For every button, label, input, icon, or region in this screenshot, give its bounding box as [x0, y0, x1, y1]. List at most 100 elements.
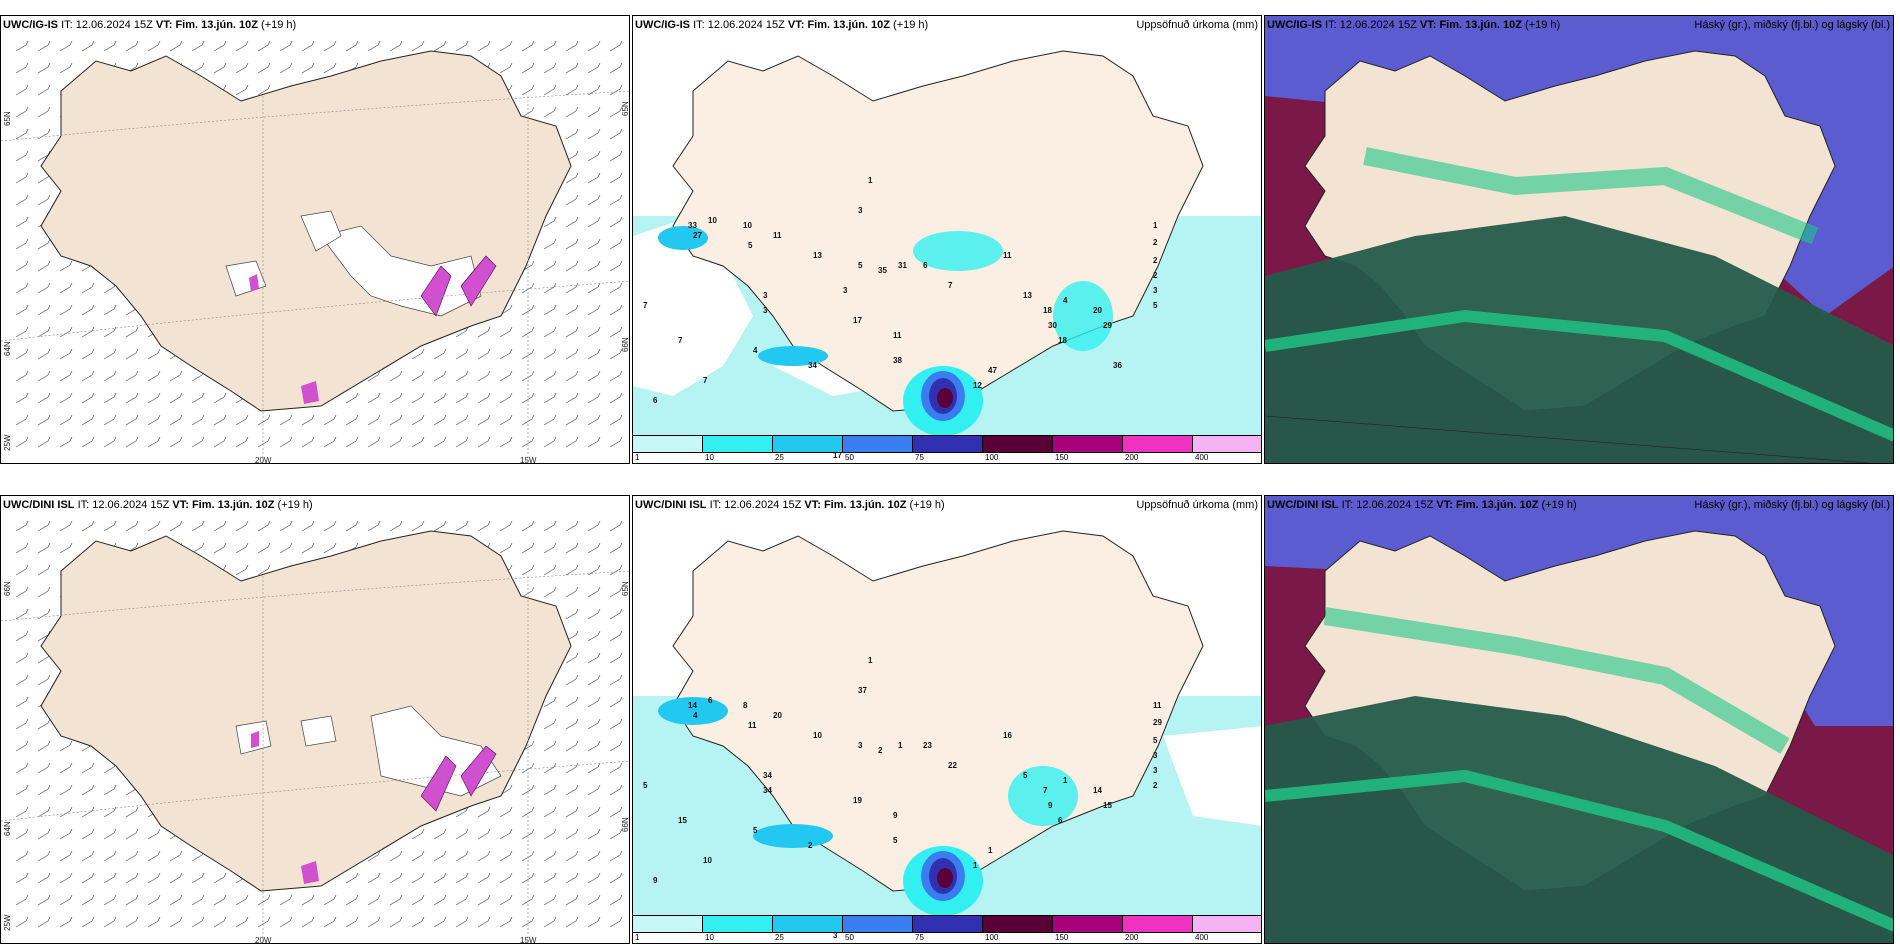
- wind-barb: [15, 696, 29, 708]
- precip-value: 20: [773, 711, 782, 720]
- wind-barb: [521, 392, 535, 404]
- wind-barb: [609, 806, 623, 818]
- wind-barb: [389, 40, 403, 52]
- precip-value: 8: [743, 701, 748, 710]
- wind-barb: [389, 436, 403, 448]
- precip-value: 47: [988, 366, 997, 375]
- wind-barb: [565, 762, 579, 774]
- precip-value: 11: [1153, 701, 1162, 710]
- wind-barb: [477, 348, 491, 360]
- precip-value: 15: [678, 816, 687, 825]
- wind-barb: [323, 436, 337, 448]
- precip-value: 1: [1063, 776, 1068, 785]
- wind-barb: [543, 586, 557, 598]
- wind-barb: [37, 106, 51, 118]
- wind-barb: [147, 872, 161, 884]
- wind-barb: [37, 84, 51, 96]
- wind-barb: [147, 916, 161, 928]
- precip-value: 2: [1153, 256, 1158, 265]
- lat-label: 66N: [3, 581, 12, 596]
- wind-barb: [191, 392, 205, 404]
- wind-barb: [609, 106, 623, 118]
- wind-barb: [169, 40, 183, 52]
- precip-value: 1: [898, 741, 903, 750]
- wind-barb: [587, 62, 601, 74]
- wind-barb: [37, 304, 51, 316]
- wind-barb: [411, 414, 425, 426]
- wind-barb: [37, 784, 51, 796]
- wind-barb: [587, 150, 601, 162]
- wind-barb: [169, 370, 183, 382]
- wind-barb: [389, 414, 403, 426]
- wind-barb: [103, 850, 117, 862]
- wind-barb: [169, 436, 183, 448]
- precip-value: 1: [868, 176, 873, 185]
- wind-barb: [169, 872, 183, 884]
- wind-barb: [147, 436, 161, 448]
- precip-value: 15: [1103, 801, 1112, 810]
- wind-barb: [81, 414, 95, 426]
- wind-barb: [103, 414, 117, 426]
- wind-barb: [15, 520, 29, 532]
- wind-barb: [323, 916, 337, 928]
- wind-barb: [587, 740, 601, 752]
- wind-barb: [37, 194, 51, 206]
- precip-value: 9: [893, 811, 898, 820]
- wind-barb: [15, 216, 29, 228]
- wind-barb: [367, 850, 381, 862]
- wind-barb: [587, 784, 601, 796]
- wind-barb: [367, 414, 381, 426]
- wind-barb: [15, 564, 29, 576]
- wind-barb: [37, 718, 51, 730]
- wind-barb: [125, 436, 139, 448]
- wind-barb: [81, 304, 95, 316]
- wind-barb: [609, 850, 623, 862]
- wind-barb: [323, 40, 337, 52]
- precip-value: 35: [878, 266, 887, 275]
- precip-colorbar: [633, 915, 1261, 933]
- wind-barb: [213, 916, 227, 928]
- wind-barb: [521, 436, 535, 448]
- precip-value: 34: [808, 361, 817, 370]
- precip-value: 31: [898, 261, 907, 270]
- wind-barb: [521, 282, 535, 294]
- wind-barb: [37, 762, 51, 774]
- wind-barb: [15, 238, 29, 250]
- wind-barb: [565, 282, 579, 294]
- precip-value: 20: [1093, 306, 1102, 315]
- wind-barb: [37, 326, 51, 338]
- wind-barb: [81, 806, 95, 818]
- wind-barb: [15, 62, 29, 74]
- wind-barb: [169, 520, 183, 532]
- wind-barb: [15, 40, 29, 52]
- wind-barb: [565, 916, 579, 928]
- colorbar-swatch: [772, 435, 843, 453]
- wind-barb: [103, 828, 117, 840]
- wind-barb: [15, 740, 29, 752]
- wind-barb: [103, 304, 117, 316]
- precip-value: 6: [653, 396, 658, 405]
- wind-barb: [147, 520, 161, 532]
- wind-barb: [565, 520, 579, 532]
- wind-barb: [345, 872, 359, 884]
- wind-barb: [323, 62, 337, 74]
- wind-barb: [521, 414, 535, 426]
- wind-barb: [609, 630, 623, 642]
- panel-header: UWC/DINI ISL IT: 12.06.2024 15Z VT: Fim.…: [3, 499, 313, 511]
- precip-value: 1: [988, 846, 993, 855]
- precip-value: 33: [688, 221, 697, 230]
- wind-barb: [367, 40, 381, 52]
- wind-barb: [103, 784, 117, 796]
- wind-barb: [543, 784, 557, 796]
- lat-label: 25W: [3, 434, 12, 451]
- precip-map-2: [633, 530, 1261, 926]
- wind-barb: [521, 564, 535, 576]
- wind-barb: [609, 194, 623, 206]
- wind-barb: [609, 674, 623, 686]
- wind-barb: [521, 40, 535, 52]
- wind-barb: [455, 392, 469, 404]
- wind-barb: [609, 784, 623, 796]
- wind-barb: [279, 916, 293, 928]
- wind-barb: [125, 392, 139, 404]
- wind-barb: [81, 348, 95, 360]
